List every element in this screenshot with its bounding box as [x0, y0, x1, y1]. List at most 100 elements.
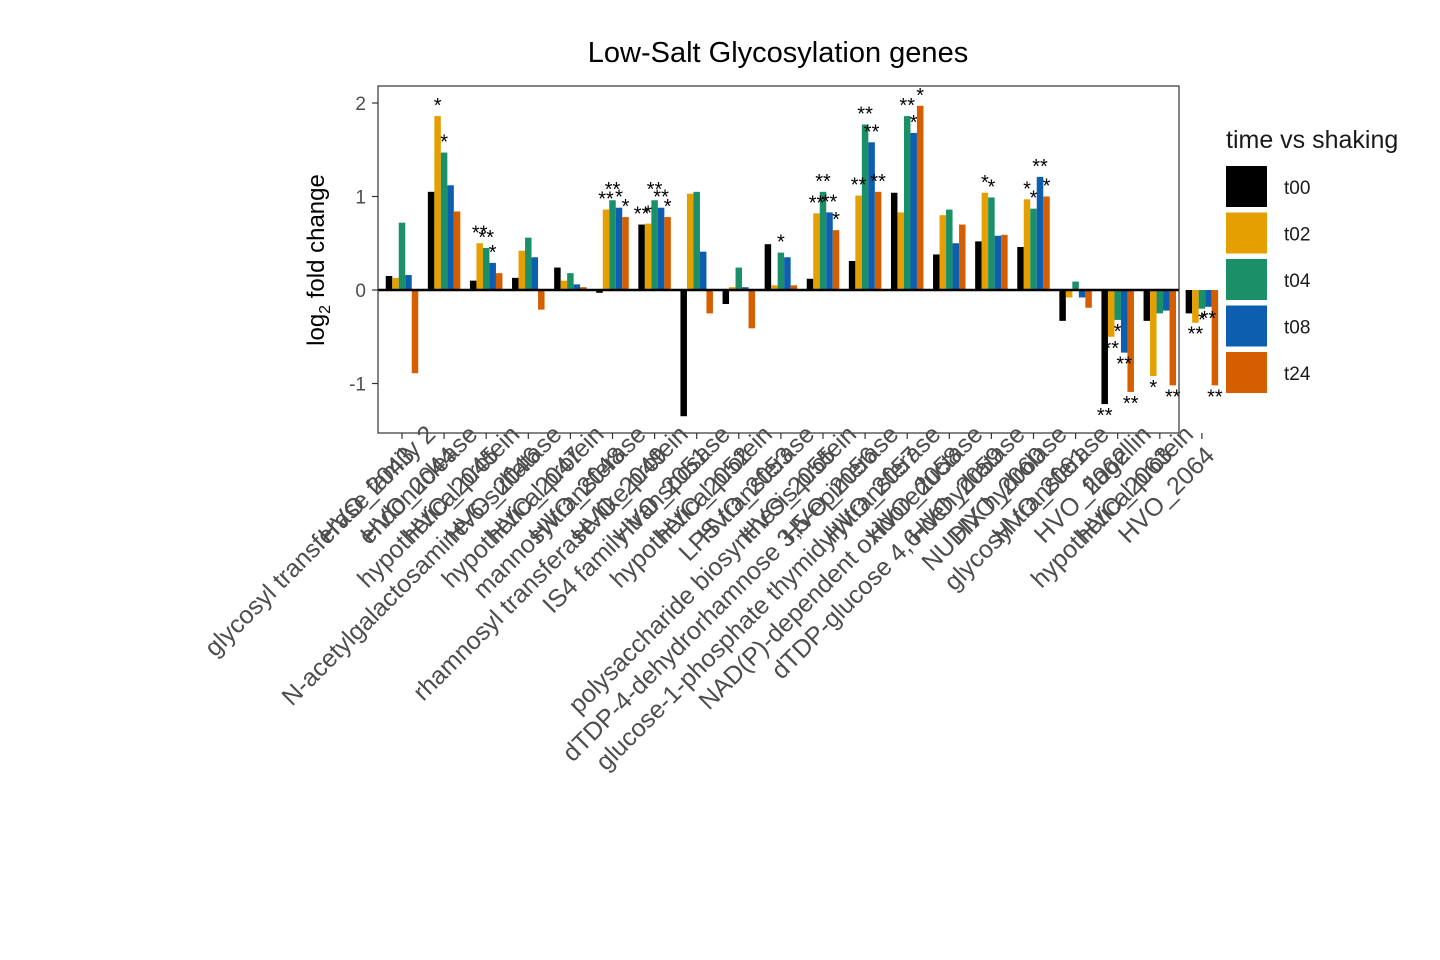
bar-t02-n-acetylgalactosamine-6-sulfatase-hvo-2047 — [560, 280, 568, 290]
significance-star-t04-19: * — [1198, 310, 1206, 332]
significance-star-t24-18: ** — [1165, 386, 1181, 408]
bar-t24-mannosyltransferase-hvo-2049 — [664, 217, 671, 290]
bar-t04-hypothetical-protein-hvo-2046 — [525, 237, 532, 290]
significance-star-t02-18: * — [1149, 377, 1157, 399]
y-axis-label-rest: fold change — [303, 174, 330, 305]
bar-t04-polysaccharide-biosynthesis-protein-hvo-2056 — [861, 124, 869, 290]
bar-t02-hypothetical-protein-hvo-2048 — [602, 209, 610, 290]
bar-t08-dtdp-4-dehydrorhamnose-3-5-epimerase-hvo-2057 — [910, 132, 917, 290]
significance-star-t08-6: ** — [653, 187, 669, 209]
significance-star-t02-19: ** — [1188, 324, 1204, 346]
significance-star-t24-19: ** — [1207, 386, 1223, 408]
significance-star-t08-11: ** — [864, 121, 880, 143]
bar-t24-hypothetical-protein-hvo-2046 — [538, 290, 545, 310]
bar-t04-mannosyltransferase-hvo-2049 — [651, 200, 658, 290]
bar-t08-hvo-2043 — [405, 275, 412, 290]
significance-star-t08-17: ** — [1116, 354, 1132, 376]
bar-t02-glucose-1-phosphate-thymidylyltransferase-hvo-2058 — [939, 215, 947, 290]
significance-star-t04-9: * — [777, 232, 785, 254]
significance-star-t04-5: ** — [605, 179, 621, 201]
bar-t24-is4-family-transposase-hvo-2052 — [748, 290, 756, 329]
legend-label-t08: t08 — [1284, 318, 1310, 339]
bar-t00-glycosyl-transferase-hvo-2062 — [1101, 290, 1108, 405]
chart-title: Low-Salt Glycosylation genes — [588, 37, 968, 69]
bar-t08-hypothetical-protein-hvo-2064 — [1205, 290, 1212, 307]
significance-star-t02-14: * — [981, 172, 989, 194]
bar-t00-rhamnosyl-transferase-like-protein-hvo-2051 — [680, 290, 687, 417]
bar-t24-nad-p-dependent-oxidoreductase-hvo-2059 — [1001, 234, 1008, 290]
significance-star-t04-11: ** — [857, 104, 873, 126]
significance-star-t08-12: * — [910, 112, 918, 134]
bar-t02-hypothetical-protein-hvo-2046 — [518, 250, 526, 290]
significance-star-t02-15: * — [1023, 178, 1031, 200]
bar-t04-hypothetical-protein-hvo-2053 — [777, 252, 785, 290]
significance-star-t04-12: ** — [899, 95, 915, 117]
bar-t02-nad-p-dependent-oxidoreductase-hvo-2059 — [981, 192, 989, 290]
significance-star-t08-10: ** — [822, 191, 838, 213]
bar-t04-nudix-hydrolase-hvo-2061 — [1072, 281, 1079, 290]
bar-t08-hypothetical-protein-hvo-2053 — [784, 257, 791, 290]
bar-t00-dtdp-4-dehydrorhamnose-3-5-epimerase-hvo-2057 — [890, 192, 898, 290]
significance-star-t04-6: ** — [647, 179, 663, 201]
bar-t08-flagellin-hvo-2063 — [1163, 290, 1170, 311]
legend-swatch-t24 — [1226, 352, 1267, 393]
bar-t00-nad-p-dependent-oxidoreductase-hvo-2059 — [975, 241, 982, 290]
y-tick-label: -1 — [349, 375, 366, 396]
significance-star-t24-10: * — [832, 209, 840, 231]
significance-star-t08-19: ** — [1201, 308, 1217, 330]
bar-t00-dtdp-glucose-4-6-dehydratase-hvo-2060 — [1017, 246, 1024, 290]
significance-star-t02-10: ** — [809, 192, 825, 214]
legend-swatch-t02 — [1226, 212, 1267, 254]
bar-t04-endonuclease-hvo-2045 — [482, 247, 490, 290]
bar-t08-is4-family-transposase-hvo-2052 — [742, 287, 749, 290]
bar-t02-endonuclease-hvo-2045 — [476, 243, 483, 290]
bar-t24-glycosyl-transferase-hvo-2062 — [1127, 290, 1134, 392]
bar-t08-lps-transferase-hvo-2055 — [826, 212, 833, 290]
panel-border — [377, 85, 1180, 434]
bar-t02-glycosyl-transferase-family-2-hvo-2044 — [434, 116, 441, 290]
bar-t04-nad-p-dependent-oxidoreductase-hvo-2059 — [988, 197, 995, 290]
significance-star-t24-15: * — [1043, 176, 1051, 198]
bar-t00-n-acetylgalactosamine-6-sulfatase-hvo-2047 — [554, 267, 561, 290]
significance-stars-layer: ********** **** * *********** ******* *******… — [434, 85, 1223, 427]
bar-t04-lps-transferase-hvo-2055 — [819, 191, 827, 290]
bar-t04-is4-family-transposase-hvo-2052 — [735, 267, 743, 290]
bar-t08-glycosyl-transferase-hvo-2062 — [1120, 290, 1128, 353]
bar-t04-hvo-2043 — [398, 222, 406, 290]
bar-t24-dtdp-glucose-4-6-dehydratase-hvo-2060 — [1043, 196, 1050, 290]
significance-star-t04-14: * — [988, 176, 996, 198]
bar-t02-polysaccharide-biosynthesis-protein-hvo-2056 — [855, 195, 862, 290]
bar-t08-rhamnosyl-transferase-like-protein-hvo-2051 — [699, 251, 707, 290]
significance-star-t24-6: * — [664, 196, 672, 218]
legend: time vs shaking t00 t02 t04 t08 t24 — [1226, 126, 1398, 393]
significance-star-t08-2: * — [489, 242, 497, 264]
bar-t02-glycosyl-transferase-hvo-2062 — [1107, 290, 1115, 337]
bar-t04-flagellin-hvo-2063 — [1156, 290, 1164, 314]
bar-t04-glycosyl-transferase-family-2-hvo-2044 — [440, 152, 448, 290]
bar-t24-endonuclease-hvo-2045 — [495, 273, 503, 290]
bar-t00-mannosyltransferase-hvo-2049 — [638, 224, 645, 290]
legend-items: t00 t02 t04 t08 t24 — [1226, 166, 1311, 393]
significance-star-t04-15: * — [1030, 188, 1038, 210]
bar-t04-dtdp-glucose-4-6-dehydratase-hvo-2060 — [1030, 208, 1037, 290]
significance-star-t24-5: * — [622, 196, 630, 218]
bar-t02-dtdp-glucose-4-6-dehydratase-hvo-2060 — [1023, 199, 1031, 290]
bar-t08-polysaccharide-biosynthesis-protein-hvo-2056 — [868, 142, 875, 290]
bar-t08-hypothetical-protein-hvo-2046 — [531, 257, 539, 290]
significance-star-t02-5: ** — [598, 189, 614, 211]
bar-t24-glucose-1-phosphate-thymidylyltransferase-hvo-2058 — [959, 224, 966, 290]
significance-star-t24-12: * — [916, 85, 924, 107]
bar-t24-glycosyl-transferase-family-2-hvo-2044 — [453, 211, 461, 290]
bar-t08-nudix-hydrolase-hvo-2061 — [1078, 290, 1086, 298]
significance-star-t08-5: * — [615, 187, 623, 209]
legend-title: time vs shaking — [1226, 126, 1398, 154]
significance-star-t02-2: ** — [472, 222, 488, 244]
legend-swatch-t04 — [1226, 259, 1267, 300]
bar-t00-polysaccharide-biosynthesis-protein-hvo-2056 — [848, 261, 856, 290]
bar-t04-hypothetical-protein-hvo-2064 — [1198, 290, 1206, 309]
bar-t08-hypothetical-protein-hvo-2048 — [615, 207, 623, 290]
bar-t24-polysaccharide-biosynthesis-protein-hvo-2056 — [874, 191, 882, 290]
